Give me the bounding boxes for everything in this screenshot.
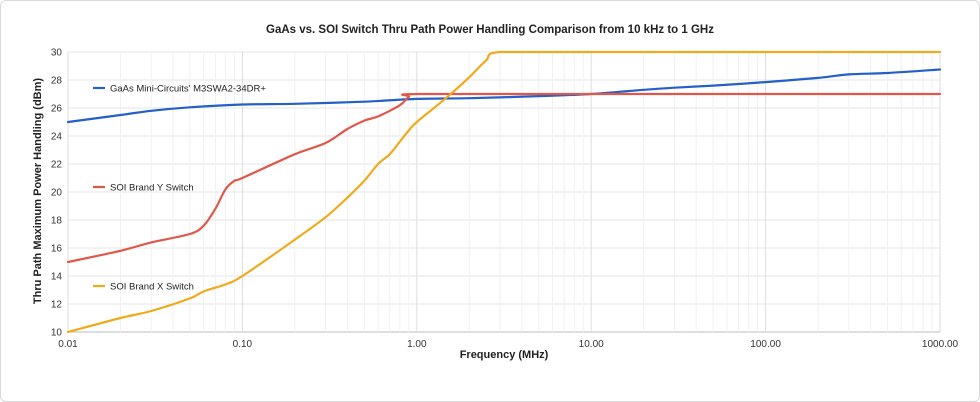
y-tick-label: 20 — [51, 188, 63, 199]
series-line-soi-brand-x — [66, 50, 942, 334]
series-lines — [66, 50, 942, 334]
legend: GaAs Mini-Circuits' M3SWA2-34DR+ SOI Bran… — [93, 84, 266, 293]
y-tick-label: 22 — [51, 160, 63, 171]
x-axis-label: Frequency (MHz) — [459, 349, 549, 361]
x-tick-label: 10.00 — [579, 339, 604, 350]
legend-label-soi-brand-y: SOI Brand Y Switch — [110, 183, 194, 194]
legend-label-gaas-mini-circuits: GaAs Mini-Circuits' M3SWA2-34DR+ — [110, 84, 266, 95]
x-tick-label: 100.00 — [750, 339, 781, 350]
series-line-gaas-mini-circuits — [66, 68, 942, 124]
chart-title: GaAs vs. SOI Switch Thru Path Power Hand… — [266, 24, 714, 36]
tick-labels: 10 12 14 16 18 20 22 24 26 28 30 0.01 0.10 1.00 10.00 1… — [51, 48, 959, 351]
y-tick-label: 10 — [51, 328, 63, 339]
x-tick-label: 0.10 — [233, 339, 253, 350]
y-tick-label: 12 — [51, 300, 63, 311]
x-tick-label: 0.01 — [58, 339, 78, 350]
series-line-soi-brand-y — [66, 92, 942, 264]
x-tick-label: 1000.00 — [922, 339, 959, 350]
legend-label-soi-brand-x: SOI Brand X Switch — [110, 282, 194, 293]
y-tick-label: 14 — [51, 272, 63, 283]
y-tick-label: 16 — [51, 244, 63, 255]
y-tick-label: 18 — [51, 216, 63, 227]
y-tick-label: 28 — [51, 76, 63, 87]
y-tick-label: 30 — [51, 48, 63, 59]
x-tick-label: 1.00 — [407, 339, 427, 350]
y-tick-label: 26 — [51, 104, 63, 115]
y-tick-label: 24 — [51, 132, 63, 143]
